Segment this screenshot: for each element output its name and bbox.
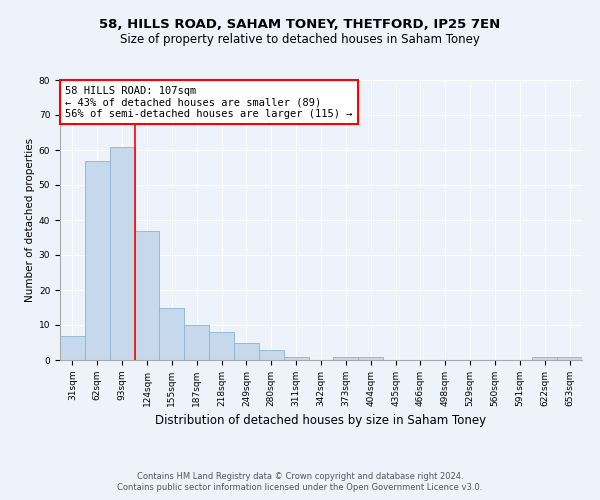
Bar [532,356,557,360]
Bar [284,356,308,360]
Text: 58 HILLS ROAD: 107sqm
← 43% of detached houses are smaller (89)
56% of semi-deta: 58 HILLS ROAD: 107sqm ← 43% of detached … [65,86,353,119]
Bar [334,356,358,360]
Bar [234,342,259,360]
Text: Size of property relative to detached houses in Saham Toney: Size of property relative to detached ho… [120,32,480,46]
Text: Contains HM Land Registry data © Crown copyright and database right 2024.: Contains HM Land Registry data © Crown c… [137,472,463,481]
Text: 58, HILLS ROAD, SAHAM TONEY, THETFORD, IP25 7EN: 58, HILLS ROAD, SAHAM TONEY, THETFORD, I… [100,18,500,30]
Text: Contains public sector information licensed under the Open Government Licence v3: Contains public sector information licen… [118,483,482,492]
Bar [85,160,110,360]
Bar [209,332,234,360]
Y-axis label: Number of detached properties: Number of detached properties [25,138,35,302]
Bar [134,230,160,360]
Bar [110,146,134,360]
Bar [184,325,209,360]
X-axis label: Distribution of detached houses by size in Saham Toney: Distribution of detached houses by size … [155,414,487,428]
Bar [160,308,184,360]
Bar [358,356,383,360]
Bar [60,336,85,360]
Bar [557,356,582,360]
Bar [259,350,284,360]
